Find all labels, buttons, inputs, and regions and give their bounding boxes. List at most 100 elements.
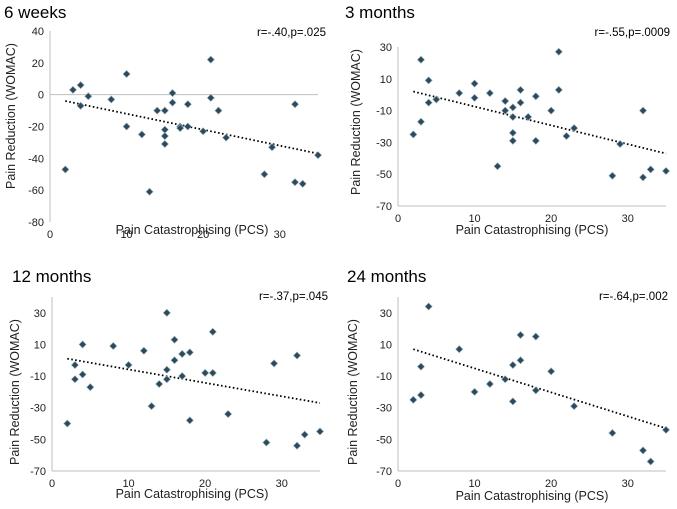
data-point xyxy=(639,446,648,455)
data-point xyxy=(199,127,208,136)
data-point xyxy=(63,419,72,428)
data-point xyxy=(416,362,425,371)
data-point xyxy=(70,360,79,370)
y-tick-label: 40 xyxy=(32,26,44,38)
data-point xyxy=(293,351,302,360)
data-point xyxy=(646,457,655,466)
data-point xyxy=(201,368,210,377)
data-point xyxy=(122,69,131,78)
data-point xyxy=(516,85,525,94)
data-point xyxy=(501,97,510,106)
data-point xyxy=(508,103,517,112)
y-tick-label: -80 xyxy=(28,217,44,229)
trend-line xyxy=(67,357,321,404)
y-tick-label: 10 xyxy=(380,339,392,351)
data-point xyxy=(570,402,579,411)
data-point xyxy=(493,162,502,171)
x-tick-label: 20 xyxy=(197,229,209,241)
data-point xyxy=(608,171,617,180)
data-point xyxy=(178,372,187,381)
data-point xyxy=(185,416,194,425)
x-tick-label: 20 xyxy=(545,213,557,225)
y-tick-label: -50 xyxy=(30,434,46,446)
data-point xyxy=(170,335,179,344)
data-point xyxy=(109,342,118,351)
x-axis-label: Pain Catastrophising (PCS) xyxy=(456,489,609,503)
y-tick-label: -70 xyxy=(376,201,392,213)
y-tick-label: -60 xyxy=(28,185,44,197)
trend-line xyxy=(413,348,667,430)
data-point xyxy=(76,101,85,110)
data-point xyxy=(168,89,177,98)
data-point xyxy=(70,375,79,384)
y-tick-label: 20 xyxy=(32,58,44,70)
data-point xyxy=(531,332,540,341)
data-point xyxy=(554,47,563,56)
data-point xyxy=(291,178,300,187)
data-point xyxy=(501,106,510,115)
data-point xyxy=(178,349,187,358)
data-point xyxy=(516,330,525,339)
data-point xyxy=(424,98,433,107)
data-point xyxy=(639,106,648,115)
data-point xyxy=(531,92,540,101)
y-tick-label: -20 xyxy=(28,122,44,134)
data-point xyxy=(508,112,517,121)
data-point xyxy=(107,95,116,104)
data-point xyxy=(291,100,300,109)
data-point xyxy=(224,410,233,419)
data-point xyxy=(608,429,617,438)
data-point xyxy=(315,427,325,436)
data-point xyxy=(139,346,148,355)
data-point xyxy=(298,179,307,188)
y-axis-label: Pain Reduction (WOMAC) xyxy=(349,49,363,195)
data-point xyxy=(524,112,533,121)
y-tick-label: 0 xyxy=(38,90,44,102)
data-point xyxy=(531,136,540,145)
data-point xyxy=(206,93,215,102)
data-point xyxy=(260,170,269,179)
y-tick-label: -50 xyxy=(376,434,392,446)
y-tick-label: -10 xyxy=(376,371,392,383)
data-point xyxy=(78,370,87,379)
data-point xyxy=(183,122,192,131)
data-point xyxy=(416,55,425,64)
data-point xyxy=(183,100,192,109)
x-tick-label: 10 xyxy=(120,229,132,241)
chart-panel-12-months: 12 months r=-.37,p=.045 Pain Catastrophi… xyxy=(8,267,328,501)
x-tick-label: 10 xyxy=(122,478,134,490)
data-point xyxy=(122,122,131,131)
y-axis-label: Pain Reduction (WOMAC) xyxy=(346,319,360,465)
data-point xyxy=(508,397,517,406)
y-tick-label: 30 xyxy=(380,42,392,54)
trend-line xyxy=(413,90,667,155)
y-tick-label: -10 xyxy=(376,106,392,118)
x-tick-label: 20 xyxy=(199,478,211,490)
data-point xyxy=(424,302,433,311)
data-point xyxy=(162,365,171,374)
data-point xyxy=(485,379,494,389)
panel-title: 6 weeks xyxy=(4,3,66,22)
data-point xyxy=(270,359,279,368)
data-point xyxy=(516,356,525,365)
data-point xyxy=(268,143,277,152)
data-point xyxy=(76,81,85,90)
x-tick-label: 10 xyxy=(468,213,480,225)
data-point xyxy=(554,85,563,94)
x-tick-label: 0 xyxy=(47,229,53,241)
data-point xyxy=(168,98,177,107)
data-point xyxy=(508,128,517,137)
x-tick-label: 30 xyxy=(274,229,286,241)
data-point xyxy=(409,130,418,139)
data-point xyxy=(137,130,146,139)
y-tick-label: 30 xyxy=(34,308,46,320)
data-point xyxy=(170,356,179,365)
panel-title: 3 months xyxy=(345,3,415,22)
panel-title: 12 months xyxy=(12,267,91,286)
x-axis-label: Pain Catastrophising (PCS) xyxy=(116,487,269,501)
data-point xyxy=(416,391,425,400)
data-point xyxy=(508,136,517,145)
data-point xyxy=(155,379,164,389)
data-point xyxy=(176,124,185,133)
